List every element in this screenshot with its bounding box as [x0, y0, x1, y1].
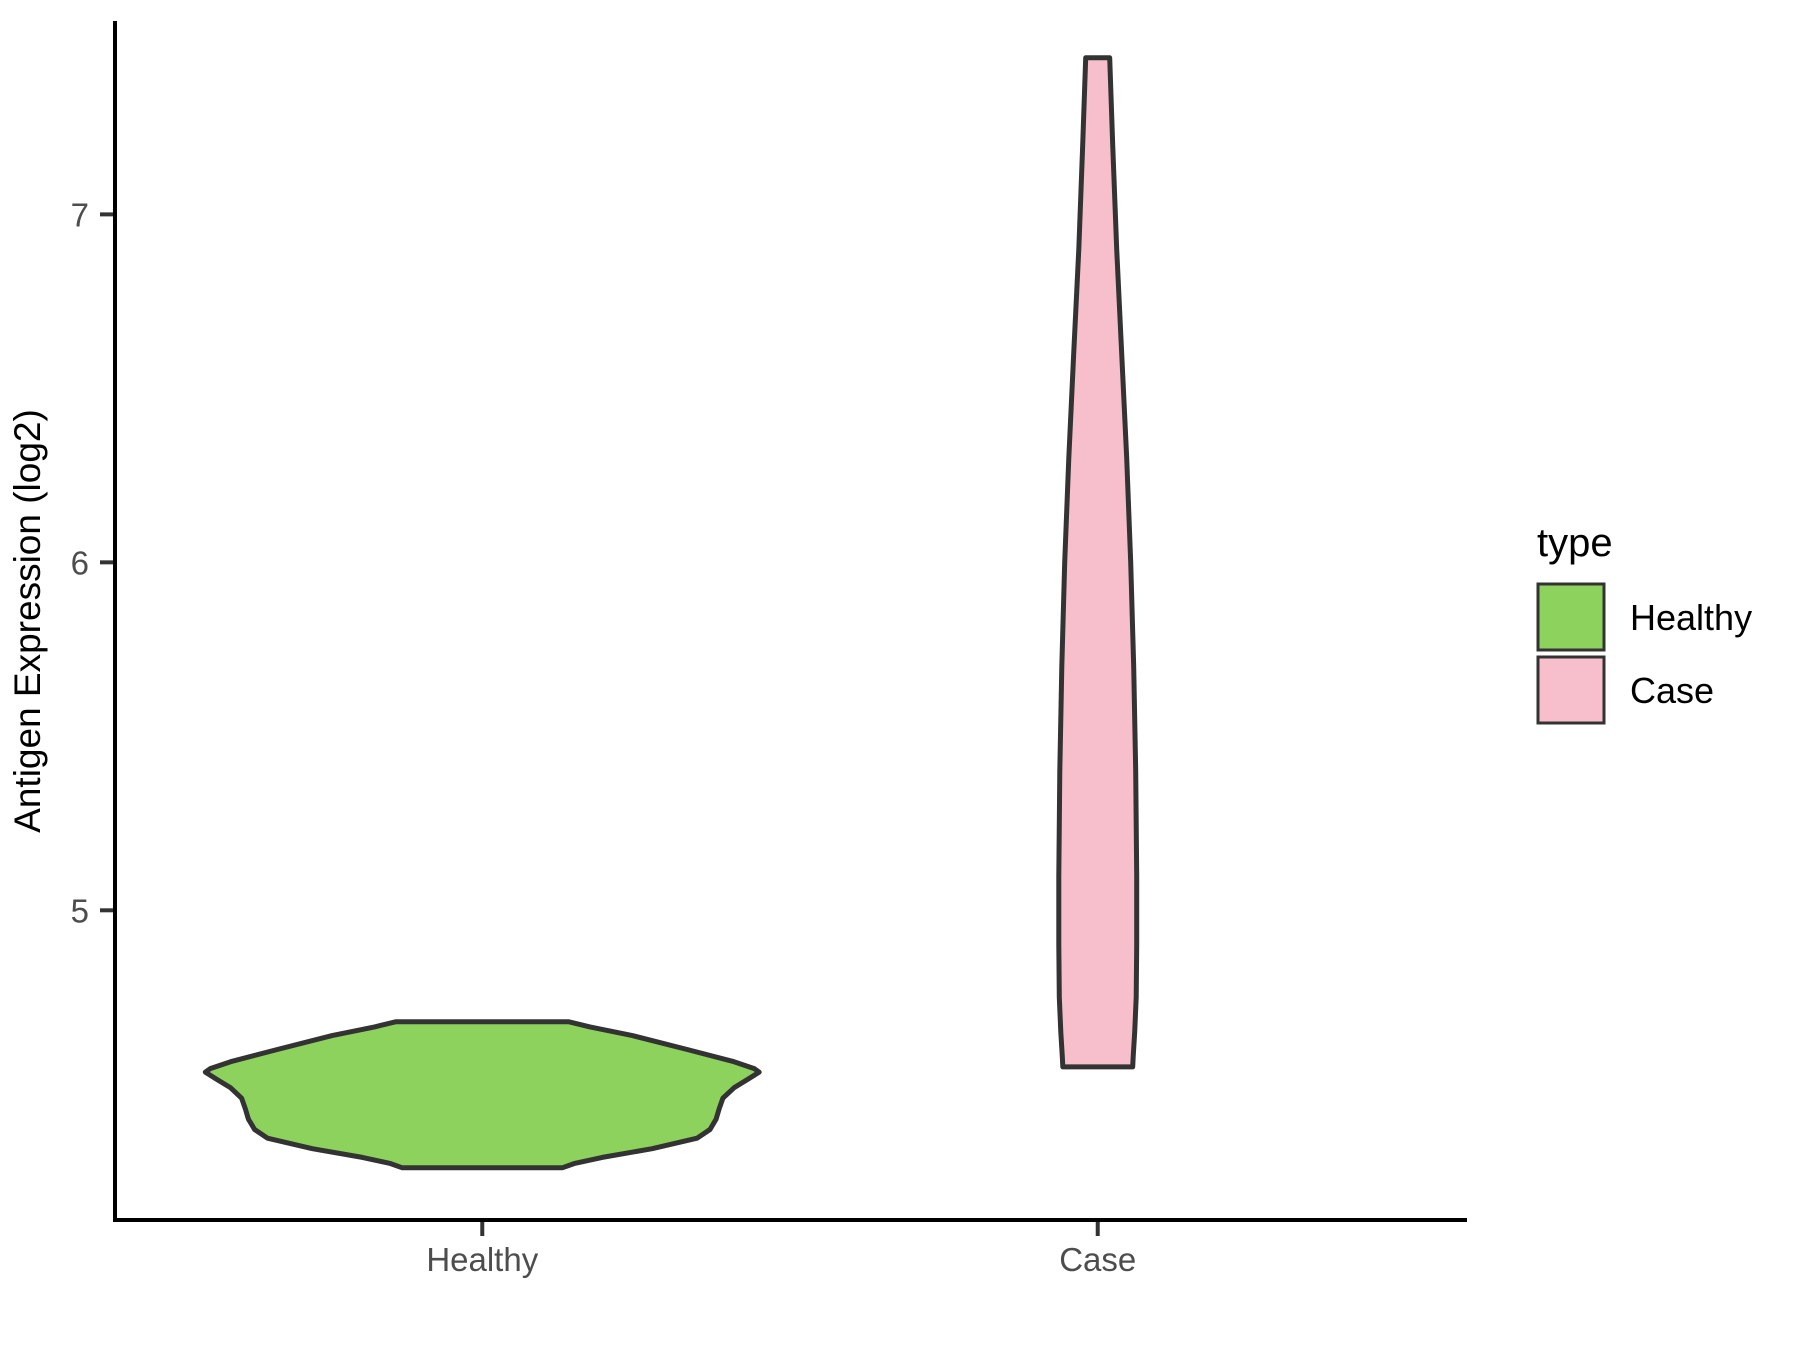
legend-swatch-healthy [1536, 582, 1606, 652]
violin-case [1056, 55, 1140, 1070]
y-axis-ticks: 7 6 5 [71, 196, 113, 929]
legend-title: type [1537, 521, 1613, 565]
y-tick-label-6: 6 [71, 544, 89, 581]
legend-label-case: Case [1630, 670, 1714, 711]
y-tick-label-5: 5 [71, 892, 89, 929]
x-tick-label-healthy: Healthy [426, 1241, 538, 1278]
legend-label-healthy: Healthy [1630, 597, 1752, 638]
x-tick-label-case: Case [1059, 1241, 1136, 1278]
y-tick-label-7: 7 [71, 196, 89, 233]
violins-layer [202, 55, 1140, 1171]
legend-swatch-case [1536, 655, 1606, 725]
y-axis-title: Antigen Expression (log2) [7, 409, 48, 833]
x-axis-ticks: Healthy Case [426, 1222, 1136, 1278]
legend: type Healthy Case [1536, 521, 1752, 725]
violin-healthy [202, 1019, 762, 1171]
